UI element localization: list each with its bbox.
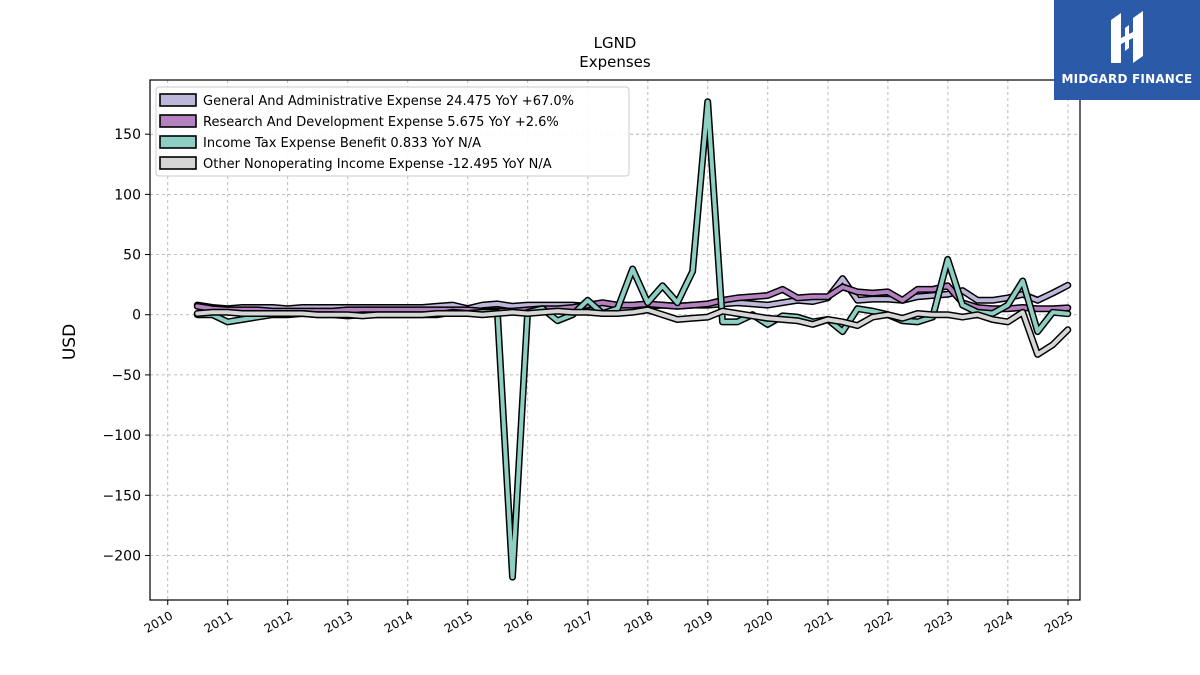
legend-label-1: Research And Development Expense 5.675 Y…: [203, 115, 559, 130]
x-tick-label: 2024: [982, 608, 1015, 635]
y-tick-label: −150: [103, 488, 141, 504]
legend-label-2: Income Tax Expense Benefit 0.833 YoY N/A: [203, 136, 481, 151]
y-tick-label: −200: [103, 548, 141, 564]
y-tick-label: 150: [114, 127, 141, 143]
midgard-logo-icon: [1111, 11, 1143, 63]
x-tick-label: 2014: [382, 608, 415, 635]
y-tick-label: 100: [114, 187, 141, 203]
x-tick-label: 2016: [502, 608, 535, 635]
x-tick-label: 2017: [562, 608, 595, 635]
x-tick-label: 2012: [262, 608, 295, 635]
x-tick-label: 2025: [1042, 608, 1075, 635]
x-tick-label: 2023: [922, 608, 955, 635]
x-tick-label: 2015: [442, 608, 475, 635]
series-line-3: [195, 307, 1070, 357]
x-tick-label: 2011: [202, 608, 235, 635]
x-tick-label: 2010: [142, 608, 175, 635]
legend-swatch-1: [159, 114, 197, 128]
brand-name: MIDGARD FINANCE: [1061, 72, 1193, 86]
y-tick-label: −50: [111, 368, 141, 384]
legend-swatch-2: [159, 135, 197, 149]
x-tick-label: 2019: [682, 608, 715, 635]
series-line-1: [195, 283, 1070, 314]
x-tick-label: 2013: [322, 608, 355, 635]
legend-swatch-0: [159, 93, 197, 107]
y-tick-label: 0: [132, 308, 141, 324]
x-tick-label: 2022: [862, 608, 895, 635]
midgard-finance-logo: MIDGARD FINANCE: [1054, 0, 1200, 100]
axis-ticks: 150 100 50 0 −50 −100 −150 −200 2010 2011 2012 2013…: [103, 127, 1076, 636]
legend-label-3: Other Nonoperating Income Expense -12.49…: [203, 157, 552, 172]
legend: General And Administrative Expense 24.47…: [155, 86, 630, 177]
legend-box: [155, 86, 630, 177]
x-tick-label: 2021: [802, 608, 835, 635]
chart-subtitle: Expenses: [579, 53, 651, 71]
y-tick-label: −100: [103, 428, 141, 444]
chart-title: LGND: [594, 34, 637, 52]
plot-frame: [149, 79, 1081, 601]
y-tick-label: 50: [123, 248, 141, 264]
legend-label-0: General And Administrative Expense 24.47…: [203, 94, 574, 109]
x-tick-label: 2018: [622, 608, 655, 635]
legend-swatch-3: [159, 156, 197, 170]
series-lines: [193, 98, 1072, 581]
x-tick-label: 2020: [742, 608, 775, 635]
y-axis-label: USD: [60, 324, 80, 360]
